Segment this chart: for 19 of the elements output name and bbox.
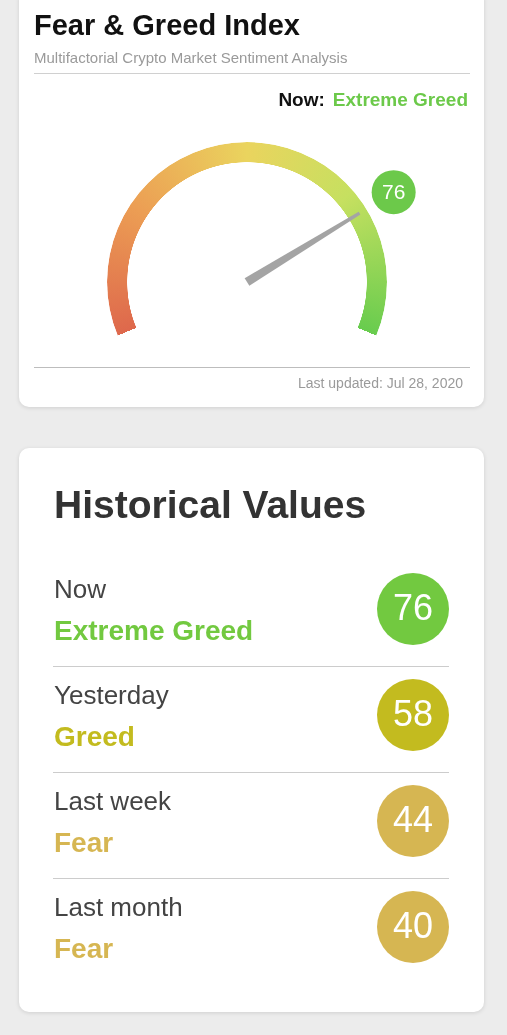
category-label: Now [54, 574, 107, 604]
category-label: Extreme Greed [332, 89, 468, 110]
category-label: Yesterday [54, 680, 169, 710]
text: Extreme Greed [54, 615, 254, 646]
text: Fear [54, 933, 114, 964]
text: Historical Values [54, 483, 367, 526]
text: Fear [54, 827, 114, 858]
text: Greed [54, 721, 135, 752]
category-label: Last week [54, 786, 172, 816]
text: Last updated: Jul 28, 2020 [297, 375, 463, 391]
data-label: 40 [392, 904, 434, 946]
data-label: 44 [392, 798, 434, 840]
data-label: 76 [392, 586, 434, 628]
legend-title: Now: [278, 89, 325, 110]
text: Multifactorial Crypto Market Sentiment Analysis [34, 49, 348, 66]
category-label: Last month [54, 892, 183, 922]
text: Fear & Greed Index [34, 9, 300, 41]
data-label: 76 [381, 179, 406, 203]
data-label: 58 [392, 692, 434, 734]
